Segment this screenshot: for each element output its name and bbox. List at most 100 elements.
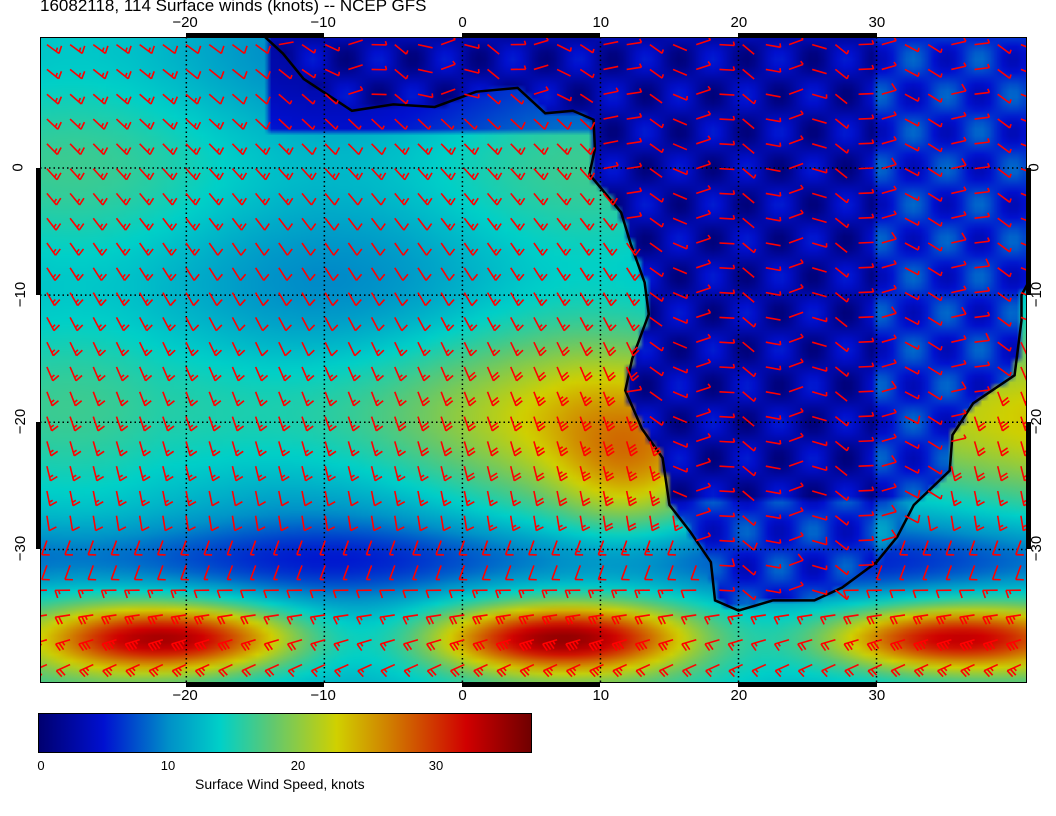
wind-barb <box>719 167 735 171</box>
wind-barb <box>138 515 150 532</box>
wind-barb <box>696 284 712 294</box>
wind-barb <box>402 589 418 599</box>
wind-barb <box>765 266 782 272</box>
colorbar-tick: 10 <box>160 758 176 773</box>
wind-barb <box>922 565 929 581</box>
wind-barb <box>510 65 527 71</box>
wind-barb <box>509 441 522 457</box>
wind-barb <box>116 43 132 55</box>
wind-barb <box>278 143 294 156</box>
wind-barb <box>602 515 614 532</box>
wind-barb <box>997 267 1012 278</box>
wind-barb <box>672 167 689 176</box>
wind-barb <box>46 441 59 457</box>
wind-barb <box>742 192 755 204</box>
wind-barb <box>742 168 757 179</box>
wind-barb <box>634 589 650 599</box>
wind-barb <box>858 188 875 195</box>
wind-barb <box>417 317 432 332</box>
wind-barb <box>138 441 151 457</box>
wind-barb <box>974 332 991 343</box>
wind-barb <box>634 638 651 652</box>
wind-barb <box>927 68 943 79</box>
wind-barb <box>69 391 83 407</box>
wind-barb <box>533 515 544 532</box>
wind-barb <box>904 267 920 276</box>
wind-barb <box>858 263 875 269</box>
wind-barb <box>881 433 897 443</box>
wind-barb <box>69 168 85 181</box>
wind-barb <box>417 93 434 99</box>
wind-barb <box>603 65 619 71</box>
wind-barb <box>858 535 875 542</box>
wind-barb <box>217 638 233 652</box>
wind-barb <box>950 465 963 482</box>
wind-barb <box>185 192 201 206</box>
wind-barb <box>951 381 967 393</box>
wind-barb <box>773 614 790 625</box>
wind-barb <box>388 540 396 556</box>
wind-barb <box>672 93 689 101</box>
wind-barb <box>533 64 549 71</box>
wind-barb <box>92 242 108 256</box>
wind-barb <box>719 242 735 245</box>
wind-barb <box>162 118 178 130</box>
wind-barb <box>263 614 279 625</box>
wind-barb <box>788 184 804 195</box>
wind-barb <box>301 391 315 407</box>
wind-barb <box>463 168 480 181</box>
wind-barb <box>139 68 155 80</box>
wind-barb <box>403 663 419 678</box>
wind-barb <box>162 416 175 432</box>
wind-barb <box>788 358 804 368</box>
wind-barb <box>440 118 455 130</box>
wind-barb <box>87 540 97 556</box>
wind-barb <box>927 167 943 178</box>
wind-barb <box>602 267 618 281</box>
wind-barb <box>46 416 59 432</box>
wind-barb <box>92 43 109 55</box>
colorbar <box>38 713 532 753</box>
lon-tick-top: 0 <box>458 14 467 31</box>
wind-barb <box>417 118 432 130</box>
wind-barb <box>811 391 828 397</box>
wind-barb <box>1020 316 1027 321</box>
wind-barb <box>974 286 991 294</box>
wind-barb <box>658 663 674 678</box>
wind-barb <box>811 366 828 372</box>
wind-barb <box>556 118 573 130</box>
wind-barb <box>162 217 178 231</box>
wind-barb <box>46 341 60 357</box>
wind-barb <box>858 560 875 567</box>
wind-barb <box>138 465 151 482</box>
wind-barb <box>347 391 361 407</box>
wind-barb <box>773 638 790 652</box>
wind-barb <box>875 565 883 581</box>
wind-barb <box>834 267 850 278</box>
wind-barb <box>936 638 952 652</box>
wind-barb <box>602 292 617 307</box>
wind-barb <box>834 589 850 601</box>
wind-barb <box>620 565 630 581</box>
wind-barb <box>64 565 73 581</box>
wind-barb <box>844 663 859 678</box>
wind-barb <box>672 118 688 126</box>
wind-barb <box>765 391 781 396</box>
wind-barb <box>55 638 71 652</box>
wind-barb <box>904 242 920 251</box>
wind-barb <box>193 614 210 625</box>
wind-barb <box>811 564 828 571</box>
wind-barb <box>983 663 999 678</box>
wind-barb <box>394 192 410 206</box>
wind-barb <box>811 536 828 546</box>
wind-barb <box>579 317 594 332</box>
wind-barb <box>625 341 640 357</box>
wind-barb <box>393 465 406 482</box>
wind-barb <box>370 391 384 407</box>
wind-barb <box>556 68 571 77</box>
wind-barb <box>301 490 313 507</box>
wind-barb <box>626 187 643 195</box>
wind-barb <box>649 43 665 54</box>
wind-barb <box>974 113 991 120</box>
wind-barb <box>811 415 827 422</box>
